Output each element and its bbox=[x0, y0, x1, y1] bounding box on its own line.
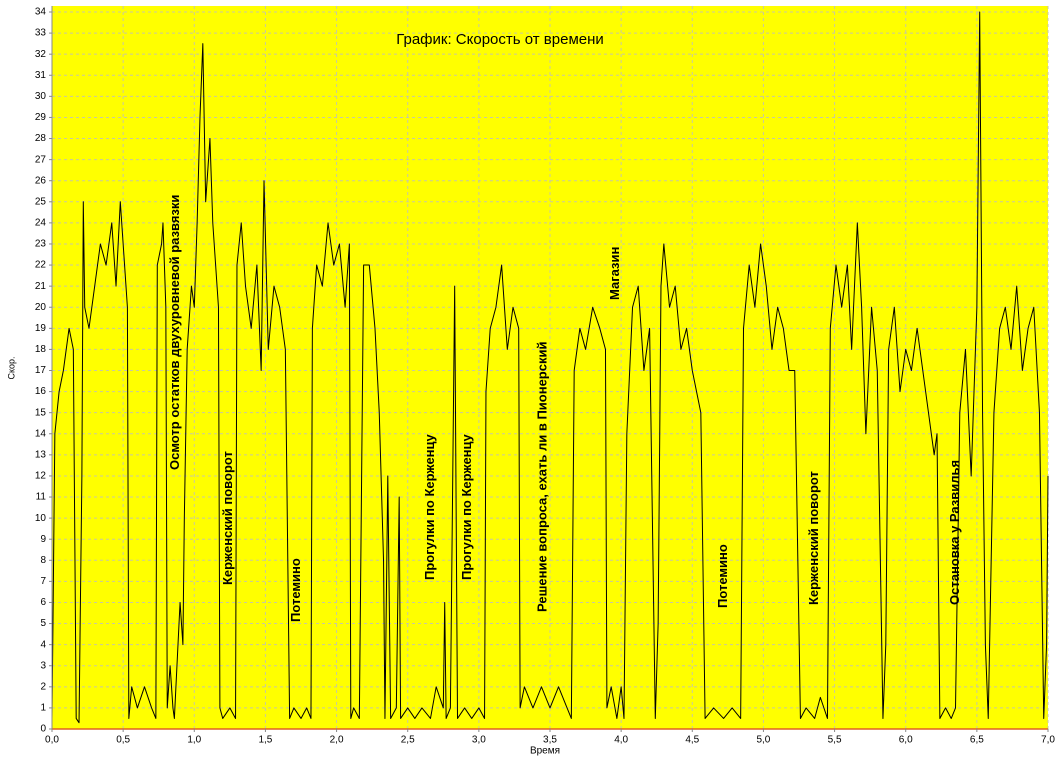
y-tick-label: 15 bbox=[35, 407, 47, 418]
y-tick-label: 17 bbox=[35, 365, 47, 376]
y-tick-label: 3 bbox=[40, 660, 46, 671]
x-tick-label: 7,0 bbox=[1041, 735, 1055, 746]
x-tick-label: 2,5 bbox=[401, 735, 415, 746]
x-tick-label: 1,5 bbox=[258, 735, 272, 746]
y-tick-label: 6 bbox=[40, 597, 46, 608]
y-tick-label: 33 bbox=[35, 28, 47, 39]
y-tick-label: 22 bbox=[35, 260, 47, 271]
annotation: Магазин bbox=[607, 247, 622, 300]
y-tick-label: 2 bbox=[40, 681, 46, 692]
y-tick-label: 9 bbox=[40, 534, 46, 545]
y-tick-label: 0 bbox=[40, 724, 46, 735]
annotation: Керженский поворот bbox=[806, 471, 821, 605]
speed-line bbox=[51, 11, 1049, 724]
y-tick-label: 8 bbox=[40, 555, 46, 566]
y-tick-label: 26 bbox=[35, 175, 47, 186]
y-tick-label: 14 bbox=[35, 428, 47, 439]
y-tick-label: 30 bbox=[35, 91, 47, 102]
x-tick-label: 3,5 bbox=[543, 735, 557, 746]
annotation: Осмотр остатков двухуровневой развязки bbox=[167, 195, 182, 470]
y-tick-label: 16 bbox=[35, 386, 47, 397]
y-tick-label: 24 bbox=[35, 218, 47, 229]
y-tick-label: 21 bbox=[35, 281, 47, 292]
y-tick-label: 34 bbox=[35, 7, 47, 18]
x-tick-label: 4,5 bbox=[685, 735, 699, 746]
y-tick-label: 7 bbox=[40, 576, 46, 587]
x-tick-label: 4,0 bbox=[614, 735, 628, 746]
y-tick-label: 1 bbox=[40, 703, 46, 714]
y-tick-label: 28 bbox=[35, 133, 47, 144]
y-tick-label: 19 bbox=[35, 323, 47, 334]
x-tick-label: 6,5 bbox=[970, 735, 984, 746]
x-tick-label: 3,0 bbox=[472, 735, 486, 746]
annotation: Прогулки по Керженцу bbox=[459, 433, 474, 580]
annotation: Потемино bbox=[288, 558, 303, 622]
y-tick-label: 13 bbox=[35, 449, 47, 460]
y-tick-label: 10 bbox=[35, 513, 47, 524]
y-tick-label: 11 bbox=[36, 492, 47, 503]
y-tick-label: 31 bbox=[35, 70, 47, 81]
x-tick-label: 6,0 bbox=[899, 735, 913, 746]
y-axis-label: Скор. bbox=[6, 356, 16, 379]
y-tick-label: 20 bbox=[35, 302, 47, 313]
x-tick-label: 2,0 bbox=[330, 735, 344, 746]
annotation: Прогулки по Керженцу bbox=[422, 433, 437, 580]
y-tick-label: 32 bbox=[35, 49, 47, 60]
annotation: Потемино bbox=[715, 544, 730, 608]
annotation: Остановка у Развилья bbox=[947, 460, 962, 605]
x-tick-label: 0,5 bbox=[116, 735, 130, 746]
annotation: Керженский поворот bbox=[220, 451, 235, 585]
y-tick-label: 5 bbox=[40, 618, 46, 629]
y-tick-label: 27 bbox=[35, 154, 47, 165]
x-tick-label: 1,0 bbox=[187, 735, 201, 746]
y-tick-label: 23 bbox=[35, 239, 47, 250]
y-tick-label: 12 bbox=[35, 471, 47, 482]
x-axis-label: Время bbox=[530, 746, 560, 757]
x-tick-label: 5,0 bbox=[756, 735, 770, 746]
x-tick-label: 5,5 bbox=[828, 735, 842, 746]
y-tick-label: 29 bbox=[35, 112, 47, 123]
chart-title: График: Скорость от времени bbox=[396, 31, 604, 48]
annotation: Решение вопроса, ехать ли в Пионерский bbox=[534, 342, 549, 612]
x-tick-label: 0,0 bbox=[45, 735, 59, 746]
y-tick-label: 25 bbox=[35, 196, 47, 207]
y-tick-label: 18 bbox=[35, 344, 47, 355]
y-tick-label: 4 bbox=[40, 639, 46, 650]
